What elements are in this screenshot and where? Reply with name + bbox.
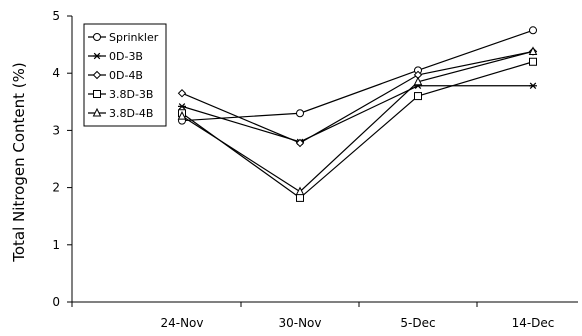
legend-item: 0D-4B <box>88 69 143 82</box>
data-point <box>413 76 423 86</box>
x-tick-label: 30-Nov <box>278 316 321 330</box>
data-point <box>528 46 538 55</box>
data-point <box>414 92 422 101</box>
data-point <box>295 138 305 148</box>
legend-item: 3.8D-4B <box>88 107 153 120</box>
data-point <box>178 103 186 110</box>
legend-marker <box>92 70 102 80</box>
data-point <box>529 82 537 90</box>
data-point <box>529 26 537 35</box>
legend-label: 0D-3B <box>109 50 143 63</box>
data-point <box>295 186 305 196</box>
data-point <box>529 57 537 66</box>
series-line <box>181 85 533 143</box>
data-point <box>177 110 187 120</box>
legend-item: 3.8D-3B <box>88 88 153 101</box>
series-line <box>181 29 534 122</box>
series-line <box>181 50 534 144</box>
series-3-8d-4b <box>177 46 538 196</box>
x-tick-label: 24-Nov <box>160 316 203 330</box>
legend-label: Sprinkler <box>109 31 159 44</box>
data-point <box>296 109 304 118</box>
legend-item: 0D-3B <box>88 50 143 63</box>
legend-marker <box>93 33 101 41</box>
y-tick-label: 5 <box>52 9 60 23</box>
x-tick-label: 14-Dec <box>512 316 555 330</box>
y-tick-label: 3 <box>52 123 60 137</box>
legend-marker <box>93 90 101 98</box>
y-tick-label: 2 <box>52 181 60 195</box>
y-axis-ticks: 0 1 2 3 4 5 <box>52 9 72 309</box>
series-line <box>181 61 534 199</box>
legend-marker <box>93 52 101 60</box>
y-axis-title: Total Nitrogen Content (%) <box>10 62 28 263</box>
legend-label: 0D-4B <box>109 69 143 82</box>
legend-marker <box>92 107 102 117</box>
legend: Sprinkler 0D-3B 0D-4B 3.8D-3B 3.8D-4B <box>83 23 167 127</box>
legend-item: Sprinkler <box>88 31 159 44</box>
series-line <box>181 50 534 193</box>
series-3-8d-3b <box>178 57 537 202</box>
data-point <box>296 193 304 202</box>
legend-label: 3.8D-3B <box>109 88 153 101</box>
data-point <box>177 89 187 98</box>
series-0d-4b <box>177 47 538 148</box>
y-tick-label: 4 <box>52 66 60 80</box>
x-tick-label: 5-Dec <box>400 316 435 330</box>
y-tick-label: 0 <box>52 295 60 309</box>
axes <box>71 16 578 303</box>
y-tick-label: 1 <box>52 238 60 252</box>
legend-label: 3.8D-4B <box>109 107 153 120</box>
x-axis-ticks: 24-Nov 30-Nov 5-Dec 14-Dec <box>71 302 555 330</box>
series-group <box>177 26 538 202</box>
